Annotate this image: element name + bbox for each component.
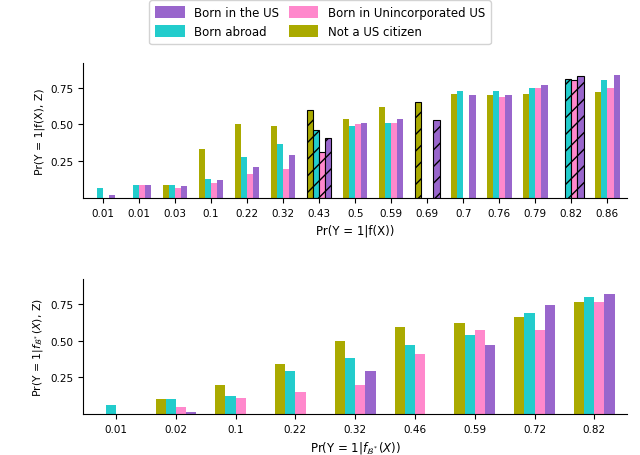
Bar: [285, 372, 296, 414]
Bar: [349, 126, 355, 198]
Bar: [205, 179, 211, 198]
Bar: [215, 385, 225, 414]
Bar: [475, 331, 485, 414]
Bar: [217, 181, 223, 198]
Bar: [343, 119, 349, 198]
Bar: [385, 124, 391, 198]
Bar: [289, 156, 296, 198]
Bar: [235, 125, 241, 198]
Bar: [319, 153, 325, 198]
Bar: [545, 306, 555, 414]
Bar: [307, 111, 313, 198]
Bar: [296, 392, 305, 414]
Bar: [271, 126, 277, 198]
Bar: [362, 124, 367, 198]
Bar: [577, 77, 584, 198]
Bar: [415, 103, 421, 198]
Bar: [574, 303, 584, 414]
Bar: [186, 413, 196, 414]
Bar: [523, 95, 529, 198]
Bar: [225, 396, 236, 414]
Bar: [106, 405, 116, 414]
Bar: [405, 345, 415, 414]
Bar: [529, 89, 535, 198]
Bar: [355, 385, 365, 414]
Bar: [365, 372, 376, 414]
Bar: [514, 318, 524, 414]
Bar: [247, 175, 253, 198]
Bar: [607, 89, 614, 198]
Bar: [465, 335, 475, 414]
Bar: [163, 185, 169, 198]
Y-axis label: Pr(Y = 1|f(X), Z): Pr(Y = 1|f(X), Z): [35, 88, 45, 174]
Bar: [451, 95, 457, 198]
Bar: [211, 184, 217, 198]
Bar: [169, 185, 175, 198]
Bar: [166, 399, 176, 414]
Bar: [506, 96, 511, 198]
Bar: [457, 91, 463, 198]
Bar: [109, 196, 115, 198]
Bar: [572, 81, 577, 198]
Bar: [335, 341, 345, 414]
Y-axis label: Pr(Y = 1|$f_{\mathcal{B}^*}(X)$, Z): Pr(Y = 1|$f_{\mathcal{B}^*}(X)$, Z): [31, 298, 45, 396]
Bar: [181, 187, 188, 198]
Bar: [236, 398, 246, 414]
X-axis label: Pr(Y = 1|f(X)): Pr(Y = 1|f(X)): [316, 224, 394, 237]
Bar: [391, 124, 397, 198]
Bar: [584, 297, 595, 414]
Bar: [433, 121, 440, 198]
Bar: [325, 138, 332, 198]
Bar: [534, 331, 545, 414]
Bar: [601, 81, 607, 198]
Bar: [199, 150, 205, 198]
Bar: [175, 188, 181, 198]
Bar: [283, 169, 289, 198]
Bar: [395, 328, 405, 414]
Bar: [469, 96, 476, 198]
Bar: [485, 345, 495, 414]
Bar: [454, 323, 465, 414]
Bar: [397, 119, 403, 198]
Bar: [241, 157, 247, 198]
Bar: [614, 76, 620, 198]
Bar: [97, 188, 103, 198]
Bar: [355, 125, 362, 198]
Bar: [605, 294, 614, 414]
Bar: [133, 185, 139, 198]
Bar: [313, 131, 319, 198]
Bar: [277, 144, 283, 198]
Bar: [275, 364, 285, 414]
Bar: [535, 89, 541, 198]
Bar: [379, 108, 385, 198]
Bar: [565, 80, 572, 198]
Bar: [499, 97, 506, 198]
Bar: [156, 399, 166, 414]
Bar: [253, 168, 259, 198]
Bar: [176, 407, 186, 414]
Bar: [493, 91, 499, 198]
Bar: [541, 86, 548, 198]
Bar: [524, 313, 534, 414]
Bar: [595, 303, 605, 414]
Bar: [345, 359, 355, 414]
Legend: Born in the US, Born abroad, Born in Unincorporated US, Not a US citizen: Born in the US, Born abroad, Born in Uni…: [149, 1, 491, 45]
Bar: [415, 354, 425, 414]
Bar: [139, 185, 145, 198]
Bar: [595, 93, 601, 198]
X-axis label: Pr(Y = 1|$f_{\mathcal{B}^*}(X)$): Pr(Y = 1|$f_{\mathcal{B}^*}(X)$): [310, 439, 401, 455]
Bar: [145, 185, 151, 198]
Bar: [487, 96, 493, 198]
